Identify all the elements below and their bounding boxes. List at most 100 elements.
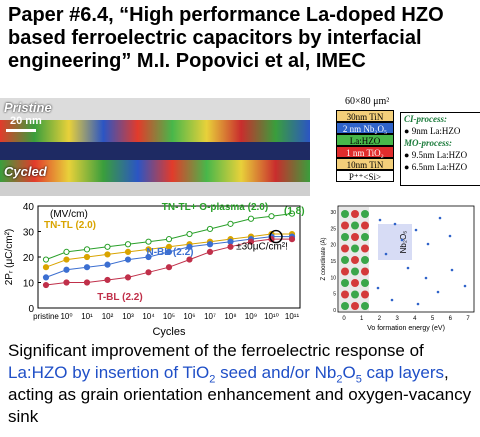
inset-data-point — [414, 228, 418, 232]
inset-x-tick-label: 4 — [413, 316, 417, 322]
vo-formation-chart: Nb₂O₅ 0 1 2 3 4 5 6 7 0 5 10 15 20 25 30 Vo formation en… — [320, 205, 475, 332]
atom — [341, 256, 349, 264]
caption-text: Significant improvement of the ferroelec… — [8, 341, 472, 426]
tem-mid-band — [0, 142, 310, 160]
device-dimension: 60×80 μm² — [345, 96, 390, 107]
atom — [361, 221, 369, 230]
scale-label: 20 nm — [10, 115, 42, 127]
inset-y-tick-label: 25 — [330, 226, 336, 232]
data-point — [63, 266, 70, 273]
data-point — [145, 253, 152, 261]
inset-y-tick-label: 30 — [330, 210, 336, 216]
inset-data-point — [426, 242, 430, 246]
stack-layer: 30nm TiN — [336, 110, 394, 122]
inset-data-point — [424, 276, 428, 280]
inset-y-axis-label: Z coordinate (Å) — [320, 237, 327, 280]
data-point — [186, 243, 193, 250]
inset-region-label: Nb₂O₅ — [399, 231, 408, 254]
data-point — [186, 256, 193, 263]
tem-pristine-stack — [0, 120, 310, 142]
x-tick-label: 10⁹ — [245, 312, 257, 321]
series-label: T-BL (2.2) — [97, 292, 142, 303]
data-point — [104, 251, 111, 258]
data-point — [104, 243, 111, 250]
inset-x-tick-label: 7 — [466, 316, 470, 322]
data-point — [104, 261, 111, 268]
data-point — [83, 253, 91, 261]
data-point — [63, 248, 70, 256]
data-point — [227, 238, 234, 245]
cycled-label: Cycled — [4, 164, 47, 179]
data-point — [288, 236, 296, 243]
unit-label: (MV/cm) — [50, 209, 88, 220]
data-point — [206, 248, 214, 256]
y-tick-label: 30 — [23, 228, 35, 239]
data-point — [145, 238, 152, 245]
tem-cycled-stack — [0, 160, 310, 182]
x-tick-label: 10¹ — [81, 312, 93, 321]
inset-data-point — [463, 284, 467, 288]
inset-frame — [337, 205, 475, 313]
inset-data-point — [378, 218, 382, 222]
y-tick-label: 20 — [23, 253, 35, 264]
data-point — [42, 274, 50, 281]
data-point — [124, 241, 132, 248]
data-point — [165, 264, 173, 271]
mo-heading: MO-process: — [404, 138, 452, 148]
data-point — [145, 246, 152, 253]
x-tick-label: pristine — [33, 312, 59, 321]
data-point — [124, 274, 132, 281]
ci-heading: CI-process: — [404, 114, 447, 124]
inset-data-point — [438, 216, 442, 220]
data-point — [227, 220, 234, 227]
atom — [351, 244, 359, 253]
inset-y-tick-label: 0 — [333, 308, 336, 314]
tem-micrograph: Pristine 20 nm Cycled — [0, 98, 310, 196]
atom — [351, 233, 359, 241]
inset-x-tick-label: 6 — [449, 316, 453, 322]
x-tick-label: 10⁶ — [183, 312, 195, 321]
data-point — [206, 225, 214, 233]
x-tick-label: 10⁵ — [163, 312, 175, 321]
data-point — [63, 256, 70, 263]
data-point — [165, 236, 173, 243]
x-tick-label: 10⁷ — [204, 312, 216, 321]
tem-top-band — [0, 98, 310, 120]
inset-data-point — [406, 266, 410, 270]
data-point — [83, 264, 91, 271]
data-point — [186, 230, 193, 238]
x-tick-label: 10¹¹ — [285, 312, 300, 321]
stack-layer: 1 nm TiO₂ — [336, 146, 394, 158]
series-label: TN-TL (2.0) — [44, 220, 96, 231]
inset-data-point — [400, 238, 404, 242]
stack-layer: 2 nm Nb₂O₅ — [336, 122, 394, 134]
atom — [351, 290, 359, 299]
tem-bottom-band — [0, 182, 310, 196]
data-point — [42, 281, 50, 289]
annotation: ±30μC/cm²! — [236, 241, 288, 252]
inset-data-point — [416, 302, 420, 306]
annotation: (1.8) — [284, 206, 305, 217]
series-label: N-BL (2.2) — [146, 247, 193, 258]
stack-layer: 10nm TiN — [336, 158, 394, 170]
inset-y-tick-label: 20 — [330, 243, 336, 249]
inset-data-point — [436, 290, 440, 294]
inset-data-point — [393, 222, 397, 226]
inset-x-tick-label: 2 — [378, 316, 382, 322]
inset-x-tick-label: 5 — [431, 316, 435, 322]
data-point — [83, 279, 91, 286]
data-point — [124, 248, 132, 256]
data-point — [42, 264, 50, 271]
atom — [341, 233, 349, 241]
inset-data-point — [376, 286, 380, 290]
atom — [351, 221, 359, 230]
y-tick-label: 40 — [23, 202, 35, 213]
atom — [341, 210, 349, 218]
data-point — [227, 243, 234, 250]
inset-x-axis-label: Vo formation energy (eV) — [367, 325, 445, 332]
atom — [351, 256, 359, 264]
atom — [361, 256, 369, 264]
series-label: TN-TL+ O-plasma (2.0) — [162, 202, 268, 213]
inset-data-point — [384, 252, 388, 256]
inset-data-point — [448, 234, 452, 238]
